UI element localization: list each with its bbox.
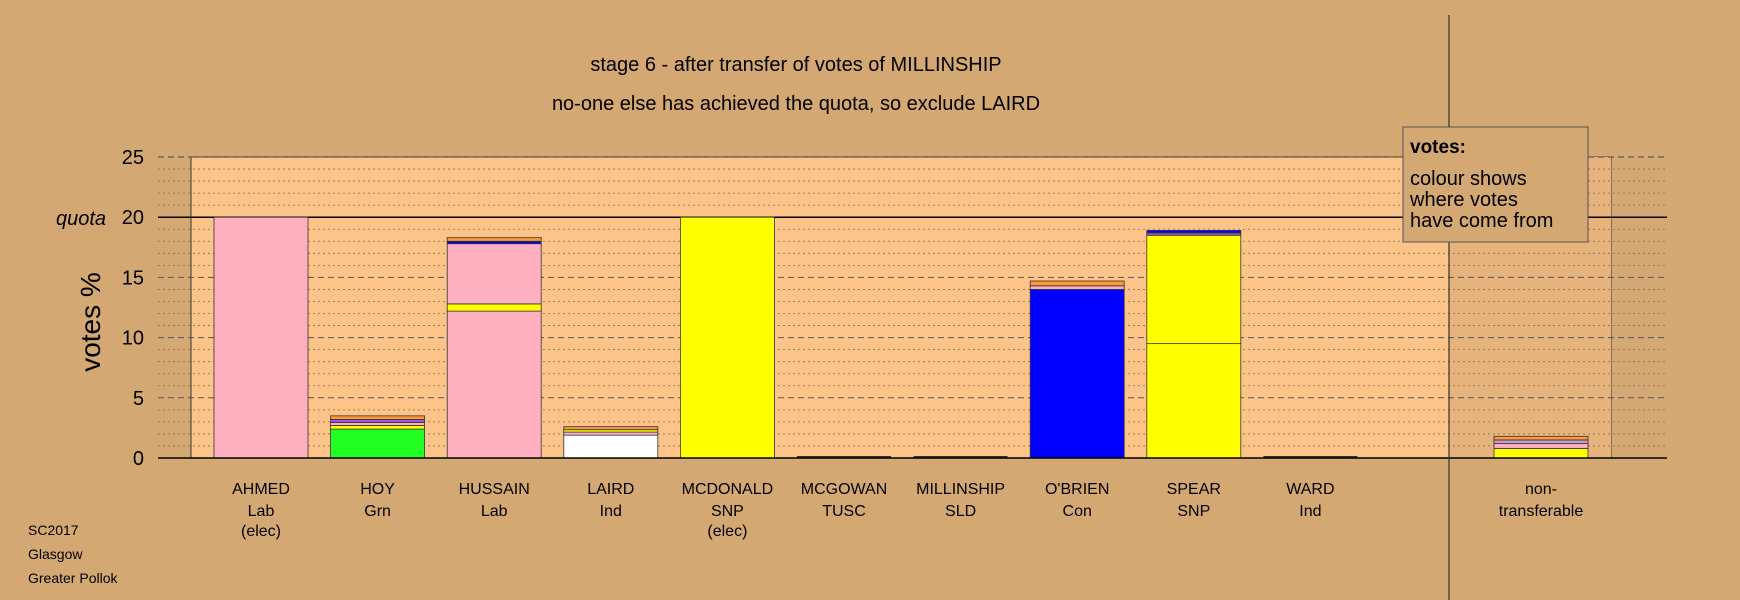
legend: votes: colour shows where votes have com… — [1402, 126, 1589, 243]
y-axis-label: votes % — [75, 272, 106, 372]
chart-title: stage 6 - after transfer of votes of MIL… — [590, 54, 1001, 76]
bar-hussain-segment — [446, 303, 542, 312]
bar-spear-segment — [1146, 230, 1242, 234]
bar-nontransferable-segment — [1493, 443, 1589, 449]
bar-hoy-segment — [330, 425, 426, 430]
candidate-party: Grn — [364, 503, 391, 520]
legend-line-2: where votes — [1409, 189, 1518, 211]
candidate-party: Ind — [1299, 503, 1321, 520]
legend-box — [1402, 126, 1589, 243]
bar-hoy-segment — [330, 419, 426, 423]
y-tick-label: 5 — [133, 388, 144, 410]
bar-spear-segment — [1146, 234, 1242, 345]
nontransferable-label-2: transferable — [1499, 503, 1584, 520]
bar-nontransferable-segment — [1493, 435, 1589, 441]
bar-spear-segment — [1146, 343, 1242, 459]
candidate-name: HUSSAIN — [459, 481, 530, 498]
bar-laird-segment — [563, 434, 659, 459]
chart-subtitle: no-one else has achieved the quota, so e… — [552, 93, 1040, 115]
footer-ward: Greater Pollok — [28, 570, 118, 586]
footer-election: SC2017 — [28, 522, 79, 538]
candidate-labels: AHMED Lab (elec) HOY Grn HUSSAIN Lab LAIRD Ind MC… — [232, 481, 1583, 540]
gridlines — [158, 156, 1667, 447]
bar-hussain-segment — [446, 237, 542, 242]
bar-nontransferable-segment — [1493, 439, 1589, 444]
quota-label: quota — [56, 208, 106, 230]
y-tick-labels: 0 5 10 15 20 25 — [122, 147, 144, 470]
candidate-party: SNP — [711, 503, 744, 520]
candidate-name: SPEAR — [1167, 481, 1221, 498]
bar-nontransferable-segment — [1493, 447, 1589, 459]
candidate-name: HOY — [360, 481, 395, 498]
bar-ahmed-segment — [213, 216, 309, 459]
candidate-name: AHMED — [232, 481, 290, 498]
candidate-note: (elec) — [707, 523, 747, 540]
legend-line-3: have come from — [1410, 210, 1553, 232]
y-tick-label: 25 — [122, 147, 144, 169]
candidate-name: MCDONALD — [682, 481, 774, 498]
candidate-party: Ind — [600, 503, 622, 520]
legend-line-1: colour shows — [1410, 168, 1527, 190]
y-tick-label: 0 — [133, 448, 144, 470]
candidate-note: (elec) — [241, 523, 281, 540]
bar-laird-segment — [563, 426, 659, 431]
bars-layer — [213, 216, 1589, 459]
nontransferable-label-1: non- — [1525, 481, 1557, 498]
bar-hoy-segment — [330, 428, 426, 459]
candidate-name: MILLINSHIP — [916, 481, 1005, 498]
bar-laird-segment — [563, 431, 659, 436]
y-tick-label: 10 — [122, 328, 144, 350]
y-tick-label: 20 — [122, 207, 144, 229]
candidate-party: Lab — [481, 503, 508, 520]
bar-hoy-segment — [330, 415, 426, 420]
bar-hussain-segment — [446, 310, 542, 459]
candidate-name: WARD — [1286, 481, 1334, 498]
bar-obrien-segment — [1029, 289, 1125, 459]
legend-title: votes: — [1410, 137, 1466, 158]
bar-obrien-segment — [1029, 280, 1125, 287]
candidate-party: TUSC — [822, 503, 866, 520]
bar-hussain-segment — [446, 243, 542, 305]
y-tick-label: 15 — [122, 267, 144, 289]
candidate-party: SNP — [1177, 503, 1210, 520]
candidate-party: Lab — [248, 503, 275, 520]
bar-mcdonald-segment — [680, 216, 775, 459]
footer-council: Glasgow — [28, 546, 83, 562]
candidate-party: Con — [1063, 503, 1092, 520]
candidate-name: O'BRIEN — [1045, 481, 1109, 498]
candidate-party: SLD — [945, 503, 976, 520]
plot-area — [190, 156, 1612, 459]
bar-hoy-segment — [330, 422, 426, 426]
candidate-name: MCGOWAN — [801, 481, 888, 498]
candidate-name: LAIRD — [587, 481, 634, 498]
bar-obrien-segment — [1029, 285, 1125, 290]
